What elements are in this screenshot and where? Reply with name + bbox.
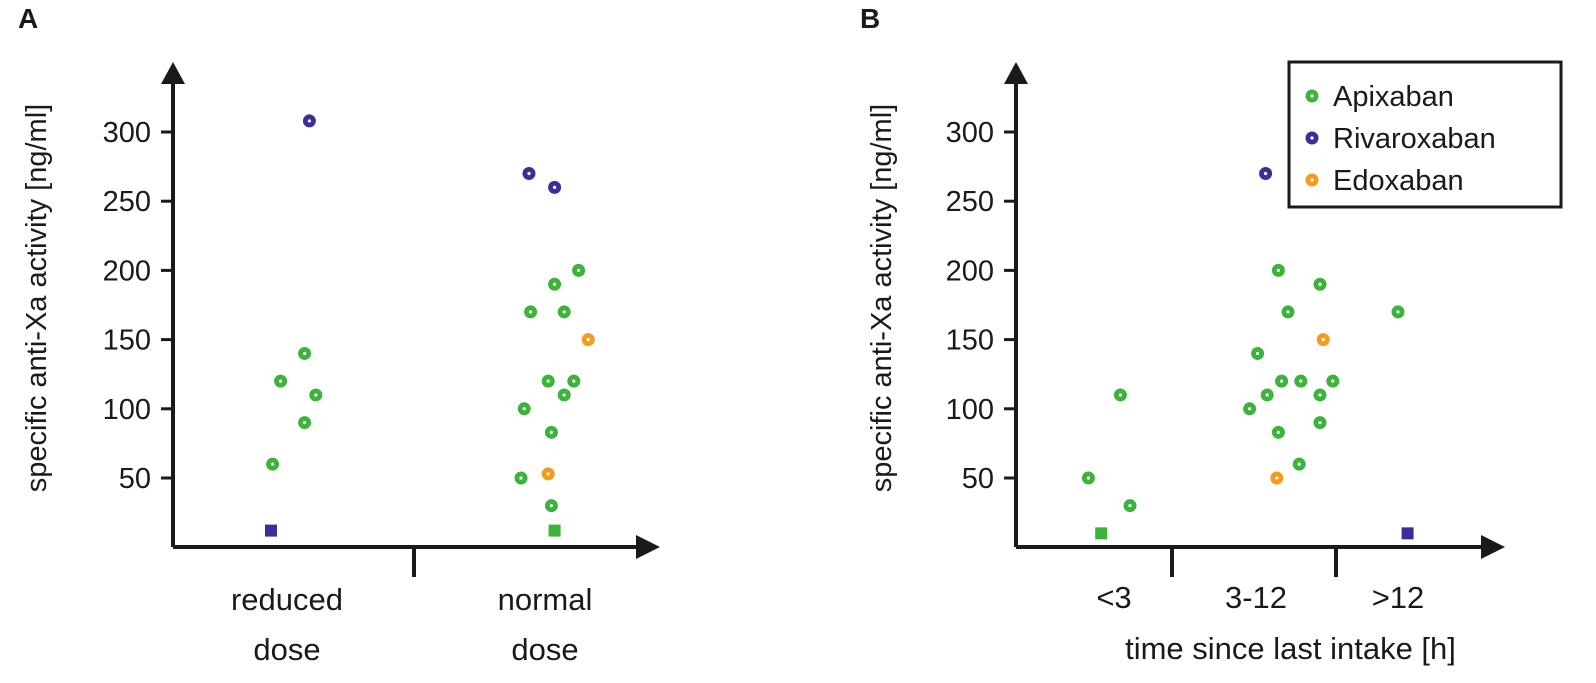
data-point-highlight-b-2 xyxy=(1128,504,1132,508)
y-axis-arrow-a xyxy=(161,62,185,84)
category-label-line2-a-1: dose xyxy=(511,632,578,667)
y-tick-label-b-250: 250 xyxy=(946,186,994,218)
data-point-highlight-a-19 xyxy=(546,472,550,476)
data-point-highlight-a-8 xyxy=(553,185,557,189)
category-label-line2-a-0: dose xyxy=(253,632,320,667)
data-point-highlight-a-10 xyxy=(553,282,557,286)
data-point-highlight-b-13 xyxy=(1299,379,1303,383)
data-point-a-6 xyxy=(265,524,277,537)
data-point-highlight-a-0 xyxy=(307,119,311,123)
data-point-highlight-a-21 xyxy=(549,504,554,508)
data-point-highlight-a-15 xyxy=(572,379,576,383)
data-point-highlight-a-12 xyxy=(562,310,566,314)
data-point-highlight-b-1 xyxy=(1086,476,1090,480)
data-point-highlight-a-3 xyxy=(314,393,318,397)
y-tick-label-b-150: 150 xyxy=(946,325,994,357)
data-point-highlight-b-19 xyxy=(1276,430,1280,434)
data-point-highlight-b-8 xyxy=(1318,282,1322,286)
y-tick-label-b-300: 300 xyxy=(946,117,994,149)
panel-label-b: B xyxy=(860,3,880,34)
data-point-highlight-a-17 xyxy=(522,407,526,411)
data-point-b-23 xyxy=(1401,527,1414,540)
data-point-highlight-b-16 xyxy=(1318,393,1322,397)
x-axis-arrow-b xyxy=(1481,535,1505,559)
data-point-highlight-a-16 xyxy=(562,393,566,397)
x-axis-title-b: time since last intake [h] xyxy=(1125,631,1456,666)
legend-label-apixaban: Apixaban xyxy=(1333,81,1454,113)
data-point-highlight-b-18 xyxy=(1318,421,1322,425)
data-point-highlight-b-5 xyxy=(1264,171,1268,176)
data-point-b-3 xyxy=(1095,527,1108,540)
category-label-a-0: reduced xyxy=(231,582,343,617)
category-label-b-2: >12 xyxy=(1372,580,1425,615)
y-tick-label-b-50: 50 xyxy=(962,463,994,495)
x-axis-arrow-a xyxy=(636,535,660,559)
legend-marker-highlight-apixaban xyxy=(1310,94,1314,98)
panel-label-a: A xyxy=(18,3,38,34)
legend: Apixaban Rivaroxaban Edoxaban xyxy=(1287,60,1563,209)
data-point-highlight-a-18 xyxy=(549,430,554,434)
legend-label-rivaroxaban: Rivaroxaban xyxy=(1333,123,1496,155)
data-point-highlight-b-17 xyxy=(1248,407,1252,411)
data-point-highlight-b-12 xyxy=(1280,379,1284,383)
y-tick-label-a-200: 200 xyxy=(103,255,151,287)
y-axis-title-b: specific anti-Xa activity [ng/ml] xyxy=(866,104,898,492)
data-point-highlight-a-1 xyxy=(303,351,307,356)
data-point-highlight-b-22 xyxy=(1396,310,1400,314)
data-point-highlight-b-7 xyxy=(1276,268,1280,272)
data-point-highlight-b-14 xyxy=(1331,379,1335,383)
data-point-highlight-b-10 xyxy=(1321,338,1325,342)
category-label-a-1: normal xyxy=(498,582,593,617)
data-point-highlight-a-14 xyxy=(546,379,550,383)
data-point-highlight-b-9 xyxy=(1286,310,1290,314)
y-tick-label-b-200: 200 xyxy=(946,255,994,287)
category-label-b-1: 3-12 xyxy=(1225,580,1287,615)
panel-b: B 50 100 150 200 250 300 specific anti-Xa activ… xyxy=(860,3,1505,666)
data-point-a-22 xyxy=(548,524,561,537)
data-point-highlight-a-5 xyxy=(271,462,275,466)
legend-marker-highlight-edoxaban xyxy=(1310,178,1314,182)
data-point-highlight-a-7 xyxy=(527,171,531,176)
panel-a: A 50 100 150 200 250 300 specific anti-Xa activ… xyxy=(18,3,660,667)
data-point-highlight-a-2 xyxy=(279,379,283,383)
data-point-highlight-a-4 xyxy=(303,421,307,425)
legend-marker-highlight-rivaroxaban xyxy=(1310,136,1314,140)
category-label-b-0: <3 xyxy=(1096,580,1131,615)
y-tick-label-a-250: 250 xyxy=(103,186,151,218)
data-point-highlight-b-0 xyxy=(1118,393,1122,397)
data-point-highlight-a-13 xyxy=(586,338,590,342)
y-axis-arrow-b xyxy=(1004,62,1028,84)
data-point-highlight-a-20 xyxy=(519,476,523,480)
y-tick-label-b-100: 100 xyxy=(946,394,994,426)
data-point-highlight-b-21 xyxy=(1275,476,1279,480)
data-point-highlight-b-15 xyxy=(1265,393,1269,397)
data-point-highlight-a-9 xyxy=(577,268,581,272)
legend-box xyxy=(1287,60,1563,209)
y-axis-title-a: specific anti-Xa activity [ng/ml] xyxy=(21,104,53,492)
y-tick-label-a-150: 150 xyxy=(103,325,151,357)
y-tick-label-a-300: 300 xyxy=(103,117,151,149)
data-point-highlight-b-11 xyxy=(1256,351,1260,356)
legend-label-edoxaban: Edoxaban xyxy=(1333,165,1464,197)
y-tick-label-a-50: 50 xyxy=(119,463,151,495)
y-tick-label-a-100: 100 xyxy=(103,394,151,426)
data-point-highlight-a-11 xyxy=(529,310,533,314)
data-point-highlight-b-20 xyxy=(1297,462,1301,466)
